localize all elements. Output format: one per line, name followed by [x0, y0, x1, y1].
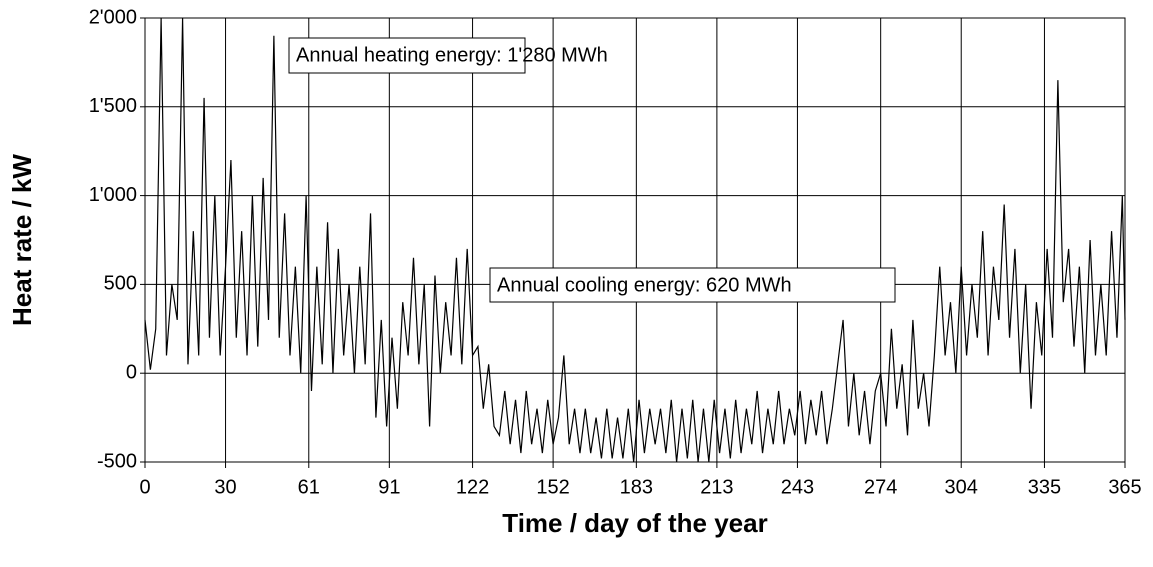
x-tick-label: 304: [945, 476, 978, 498]
x-axis-label: Time / day of the year: [502, 508, 767, 538]
grid: [140, 17, 1126, 468]
annotation-box: [489, 267, 896, 303]
x-tick-label: 213: [700, 476, 733, 498]
series: [144, 17, 1126, 463]
y-tick-label: 0: [126, 361, 137, 383]
plot-frame: [144, 17, 1126, 463]
annotation-box: [288, 37, 526, 74]
x-tick-label: 243: [781, 476, 814, 498]
x-tick-label: 30: [214, 476, 236, 498]
x-tick-label: 61: [298, 476, 320, 498]
x-tick-label: 91: [378, 476, 400, 498]
y-tick-label: 2'000: [89, 6, 137, 28]
x-tick-label: 365: [1108, 476, 1141, 498]
x-tick-label: 183: [620, 476, 653, 498]
x-tick-label: 335: [1028, 476, 1061, 498]
y-tick-label: 1'000: [89, 184, 137, 206]
x-tick-label: 122: [456, 476, 489, 498]
y-axis-label: Heat rate / kW: [7, 154, 37, 326]
annotation: Annual heating energy: 1'280 MWh: [296, 44, 608, 66]
y-tick-label: -500: [97, 450, 137, 472]
y-tick-label: 500: [104, 273, 137, 295]
x-tick-label: 152: [536, 476, 569, 498]
heat-rate-line: [144, 17, 1126, 463]
x-tick-label: 0: [139, 476, 150, 498]
annotation: Annual cooling energy: 620 MWh: [497, 274, 792, 296]
y-tick-label: 1'500: [89, 95, 137, 117]
x-tick-label: 274: [864, 476, 897, 498]
